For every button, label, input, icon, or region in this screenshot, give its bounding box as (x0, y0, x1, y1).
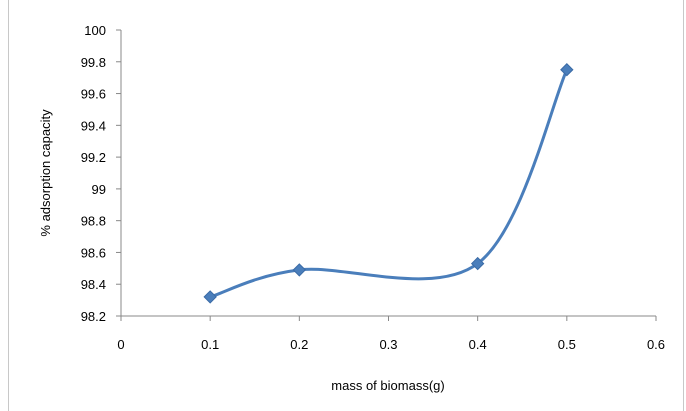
x-tick-label: 0.3 (379, 337, 397, 352)
data-point-marker (203, 290, 217, 304)
y-tick-label: 98.2 (81, 309, 106, 324)
x-axis-title: mass of biomass(g) (331, 378, 444, 393)
y-tick-label: 98.6 (81, 245, 106, 260)
y-tick-label: 99.4 (81, 118, 106, 133)
y-axis-title: % adsorption capacity (38, 109, 53, 237)
series-markers (203, 63, 574, 304)
y-tick-label: 99.6 (81, 87, 106, 102)
x-tick-label: 0.4 (469, 337, 487, 352)
x-tick-label: 0.6 (647, 337, 665, 352)
y-tick-label: 99.8 (81, 55, 106, 70)
y-tick-label: 99 (92, 182, 106, 197)
series-line (209, 69, 569, 299)
y-tick-label: 98.4 (81, 277, 106, 292)
data-point-marker (560, 63, 574, 77)
data-point-marker (292, 263, 307, 277)
data-point-marker (470, 256, 485, 271)
y-tick-group: 98.2 98.4 98.6 98.8 99 99.2 99.4 99.6 99.8 100 (81, 23, 121, 324)
x-tick-group: 0 0.1 0.2 0.3 0.4 0.5 0.6 (117, 316, 665, 352)
x-tick-label: 0.2 (290, 337, 308, 352)
x-tick-label: 0.1 (201, 337, 219, 352)
x-tick-label: 0.5 (558, 337, 576, 352)
y-tick-label: 100 (84, 23, 106, 38)
y-tick-label: 99.2 (81, 150, 106, 165)
x-tick-label: 0 (117, 337, 124, 352)
y-tick-label: 98.8 (81, 214, 106, 229)
